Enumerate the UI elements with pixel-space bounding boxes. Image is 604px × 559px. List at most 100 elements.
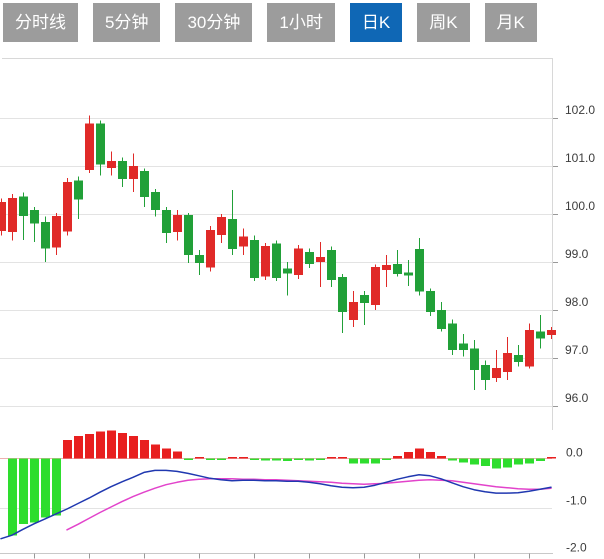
candle-body: [162, 210, 171, 234]
macd-bar: [8, 458, 17, 536]
macd-bar: [30, 458, 39, 523]
candle-body: [63, 181, 72, 232]
price-axis-label: 98.0: [565, 295, 589, 309]
period-tabbar: 分时线 5分钟 30分钟 1小时 日K 周K 月K: [0, 0, 604, 46]
price-grid: 102.0 101.0 100.0 99.0 98.0 97.0 96.0: [0, 103, 595, 407]
tab-weekly-k[interactable]: 周K: [417, 3, 470, 42]
macd-bar: [525, 458, 534, 464]
candle-body: [437, 310, 446, 330]
candle-body: [85, 123, 94, 170]
candle-body: [261, 246, 270, 277]
dea-line: [66, 478, 552, 531]
macd-bar: [151, 444, 160, 459]
macd-bar: [536, 458, 545, 461]
candle-body: [349, 301, 358, 320]
candle-body: [30, 210, 39, 224]
candle-body: [316, 257, 325, 262]
macd-bar: [195, 456, 204, 459]
candle-body: [525, 330, 534, 367]
macd-bar: [404, 452, 413, 459]
candle-body: [239, 236, 248, 247]
macd-bar: [96, 431, 105, 459]
tab-1hour[interactable]: 1小时: [267, 3, 335, 42]
candle-body: [195, 254, 204, 263]
macd-bar: [305, 458, 314, 461]
macd-bar: [459, 458, 468, 463]
candle-body: [459, 343, 468, 350]
macd-bar: [481, 458, 490, 466]
candle-body: [250, 239, 259, 278]
candle-body: [536, 331, 545, 339]
macd-bar: [514, 458, 523, 465]
macd-bar: [448, 458, 457, 461]
candle-body: [492, 368, 501, 379]
macd-bar: [294, 458, 303, 461]
macd-bar: [349, 458, 358, 464]
candle-body: [514, 355, 523, 362]
candle-body: [52, 215, 61, 248]
candle-body: [415, 249, 424, 292]
macd-bar: [272, 458, 281, 461]
candle-body: [327, 250, 336, 280]
macd-axis-label: -2.0: [566, 541, 587, 555]
macd-axis-label: -1.0: [566, 494, 587, 508]
candle-body: [173, 215, 182, 232]
candle-body: [426, 290, 435, 312]
candle-body: [371, 266, 380, 306]
candle-body: [338, 276, 347, 312]
macd-bar: [503, 458, 512, 468]
candle-body: [382, 264, 391, 271]
candle-body: [503, 353, 512, 372]
macd-bar: [327, 456, 336, 459]
dif-line: [0, 469, 552, 540]
candle-body: [228, 218, 237, 249]
candle-body: [217, 216, 226, 236]
candle-body: [184, 215, 193, 255]
tab-daily-k[interactable]: 日K: [349, 3, 403, 42]
macd-bar: [415, 448, 424, 459]
macd-bar: [74, 436, 83, 459]
price-axis-label: 102.0: [565, 103, 595, 117]
candle-body: [151, 191, 160, 211]
macd-axis-label: 0.0: [566, 446, 583, 460]
candle-body: [118, 161, 127, 179]
macd-bar: [261, 458, 270, 461]
candle-body: [74, 180, 83, 200]
candle-body: [140, 170, 149, 198]
candle-body: [0, 202, 6, 231]
candle-body: [107, 161, 116, 168]
price-axis-label: 99.0: [565, 247, 589, 261]
macd-bar: [338, 456, 347, 459]
macd-bar: [217, 458, 226, 461]
macd-bar: [140, 440, 149, 459]
candle-body: [404, 272, 413, 276]
tab-monthly-k[interactable]: 月K: [484, 3, 537, 42]
macd-bar: [393, 456, 402, 459]
macd-bar: [162, 448, 171, 459]
candle-body: [294, 248, 303, 275]
macd-histogram: [8, 430, 556, 536]
macd-bar: [239, 456, 248, 459]
macd-bar: [283, 458, 292, 461]
macd-bar: [41, 458, 50, 518]
tab-timeline[interactable]: 分时线: [3, 3, 78, 42]
macd-bar: [63, 440, 72, 459]
macd-bar: [129, 436, 138, 459]
macd-bar: [426, 452, 435, 459]
candle-body: [393, 263, 402, 274]
candle-body: [19, 196, 28, 216]
candle-body: [305, 251, 314, 264]
candle-body: [41, 222, 50, 249]
candle-body: [206, 229, 215, 268]
macd-bar: [85, 433, 94, 459]
price-axis-label: 100.0: [565, 199, 595, 213]
macd-bar: [316, 458, 325, 461]
candle-body: [470, 348, 479, 370]
macd-bar: [228, 456, 237, 459]
macd-bar: [437, 456, 446, 459]
macd-bar: [206, 458, 215, 461]
tab-5min[interactable]: 5分钟: [93, 3, 161, 42]
tab-30min[interactable]: 30分钟: [175, 3, 253, 42]
candle-body: [8, 198, 17, 232]
